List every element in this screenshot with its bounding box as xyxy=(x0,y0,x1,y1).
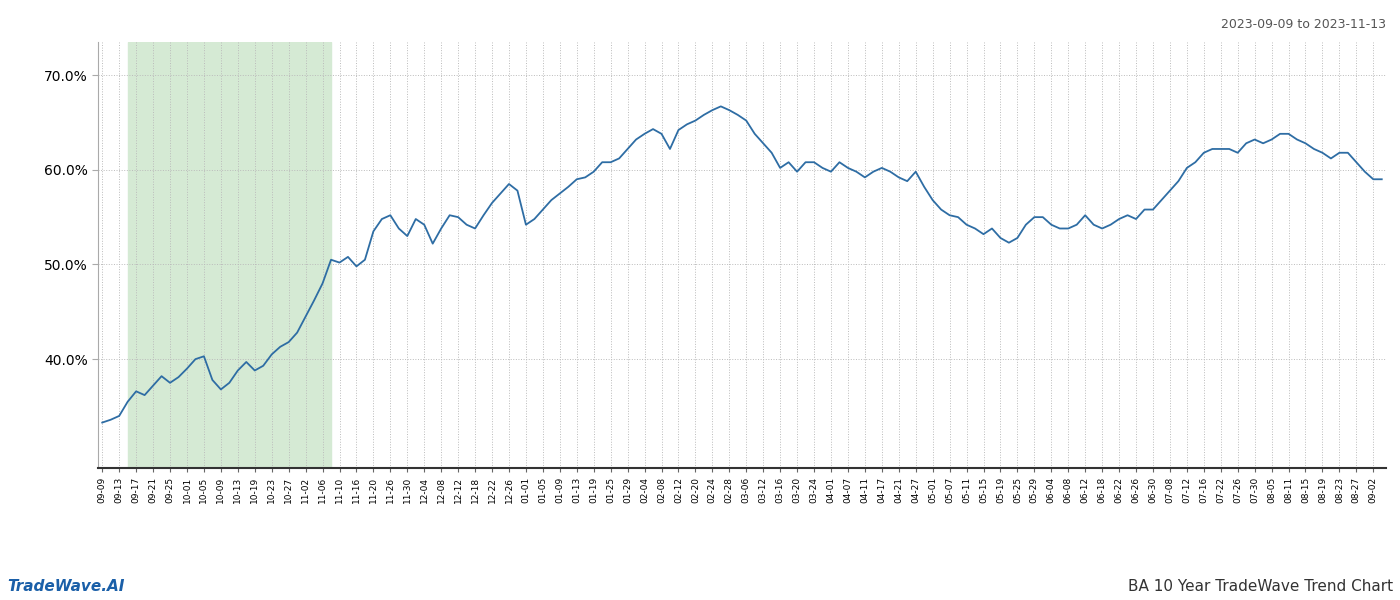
Text: TradeWave.AI: TradeWave.AI xyxy=(7,579,125,594)
Text: 2023-09-09 to 2023-11-13: 2023-09-09 to 2023-11-13 xyxy=(1221,18,1386,31)
Text: BA 10 Year TradeWave Trend Chart: BA 10 Year TradeWave Trend Chart xyxy=(1128,579,1393,594)
Bar xyxy=(127,42,330,468)
